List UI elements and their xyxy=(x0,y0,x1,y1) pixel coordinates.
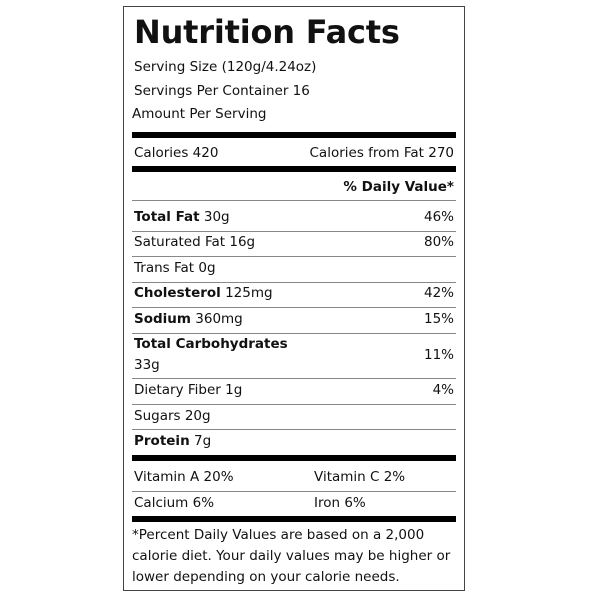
thick-divider xyxy=(132,455,456,461)
daily-value-cholesterol: 42% xyxy=(423,285,454,301)
servings-per-container: Servings Per Container 16 xyxy=(134,83,310,99)
nutrient-row-sodium: Sodium 360mg xyxy=(134,310,243,328)
row-divider xyxy=(132,491,456,492)
nutrient-row-protein: Protein 7g xyxy=(134,432,211,450)
nutrition-label: Nutrition Facts Serving Size (120g/4.24o… xyxy=(123,6,465,591)
vitamin-a: Vitamin A 20% xyxy=(134,469,234,485)
nutrient-name-total-carbohydrates: Total Carbohydrates xyxy=(134,336,288,352)
nutrient-row-dietary-fiber: Dietary Fiber 1g xyxy=(134,382,243,398)
daily-value-dietary-fiber: 4% xyxy=(432,382,454,398)
daily-value-total-fat: 46% xyxy=(423,209,454,225)
nutrient-name: Sodium xyxy=(134,311,191,327)
nutrient-name: Total Fat xyxy=(134,209,200,225)
daily-value-saturated-fat: 80% xyxy=(423,234,454,250)
nutrient-amount: 125mg xyxy=(225,285,273,301)
row-divider xyxy=(132,200,456,201)
row-divider xyxy=(132,231,456,232)
thick-divider xyxy=(132,132,456,138)
amount-per-serving: Amount Per Serving xyxy=(132,106,267,122)
nutrient-amount: 30g xyxy=(203,209,230,225)
daily-value-header: % Daily Value* xyxy=(343,179,454,195)
nutrient-amount: 360mg xyxy=(195,311,243,327)
nutrient-row-total-fat: Total Fat 30g xyxy=(134,208,230,226)
iron: Iron 6% xyxy=(314,495,366,511)
row-divider xyxy=(132,429,456,430)
calcium: Calcium 6% xyxy=(134,495,215,511)
daily-value-total-carbohydrates: 11% xyxy=(423,347,454,363)
nutrient-row-trans-fat: Trans Fat 0g xyxy=(134,260,216,276)
nutrient-amount: 7g xyxy=(193,433,212,449)
row-divider xyxy=(132,256,456,257)
nutrient-row-sugars: Sugars 20g xyxy=(134,408,211,424)
label-title: Nutrition Facts xyxy=(134,13,400,51)
thick-divider xyxy=(132,166,456,172)
thick-divider xyxy=(132,516,456,522)
calories: Calories 420 xyxy=(134,145,219,161)
nutrient-row-cholesterol: Cholesterol 125mg xyxy=(134,284,273,302)
row-divider xyxy=(132,282,456,283)
footnote: *Percent Daily Values are based on a 2,0… xyxy=(132,527,451,585)
nutrient-name: Protein xyxy=(134,433,190,449)
daily-value-sodium: 15% xyxy=(423,311,454,327)
row-divider xyxy=(132,404,456,405)
row-divider xyxy=(132,378,456,379)
serving-size: Serving Size (120g/4.24oz) xyxy=(134,59,317,75)
nutrient-row-saturated-fat: Saturated Fat 16g xyxy=(134,234,256,250)
row-divider xyxy=(132,307,456,308)
calories-from-fat: Calories from Fat 270 xyxy=(309,145,455,161)
nutrient-name: Cholesterol xyxy=(134,285,221,301)
row-divider xyxy=(132,333,456,334)
vitamin-c: Vitamin C 2% xyxy=(314,469,406,485)
nutrient-amount-total-carbohydrates: 33g xyxy=(134,357,160,373)
